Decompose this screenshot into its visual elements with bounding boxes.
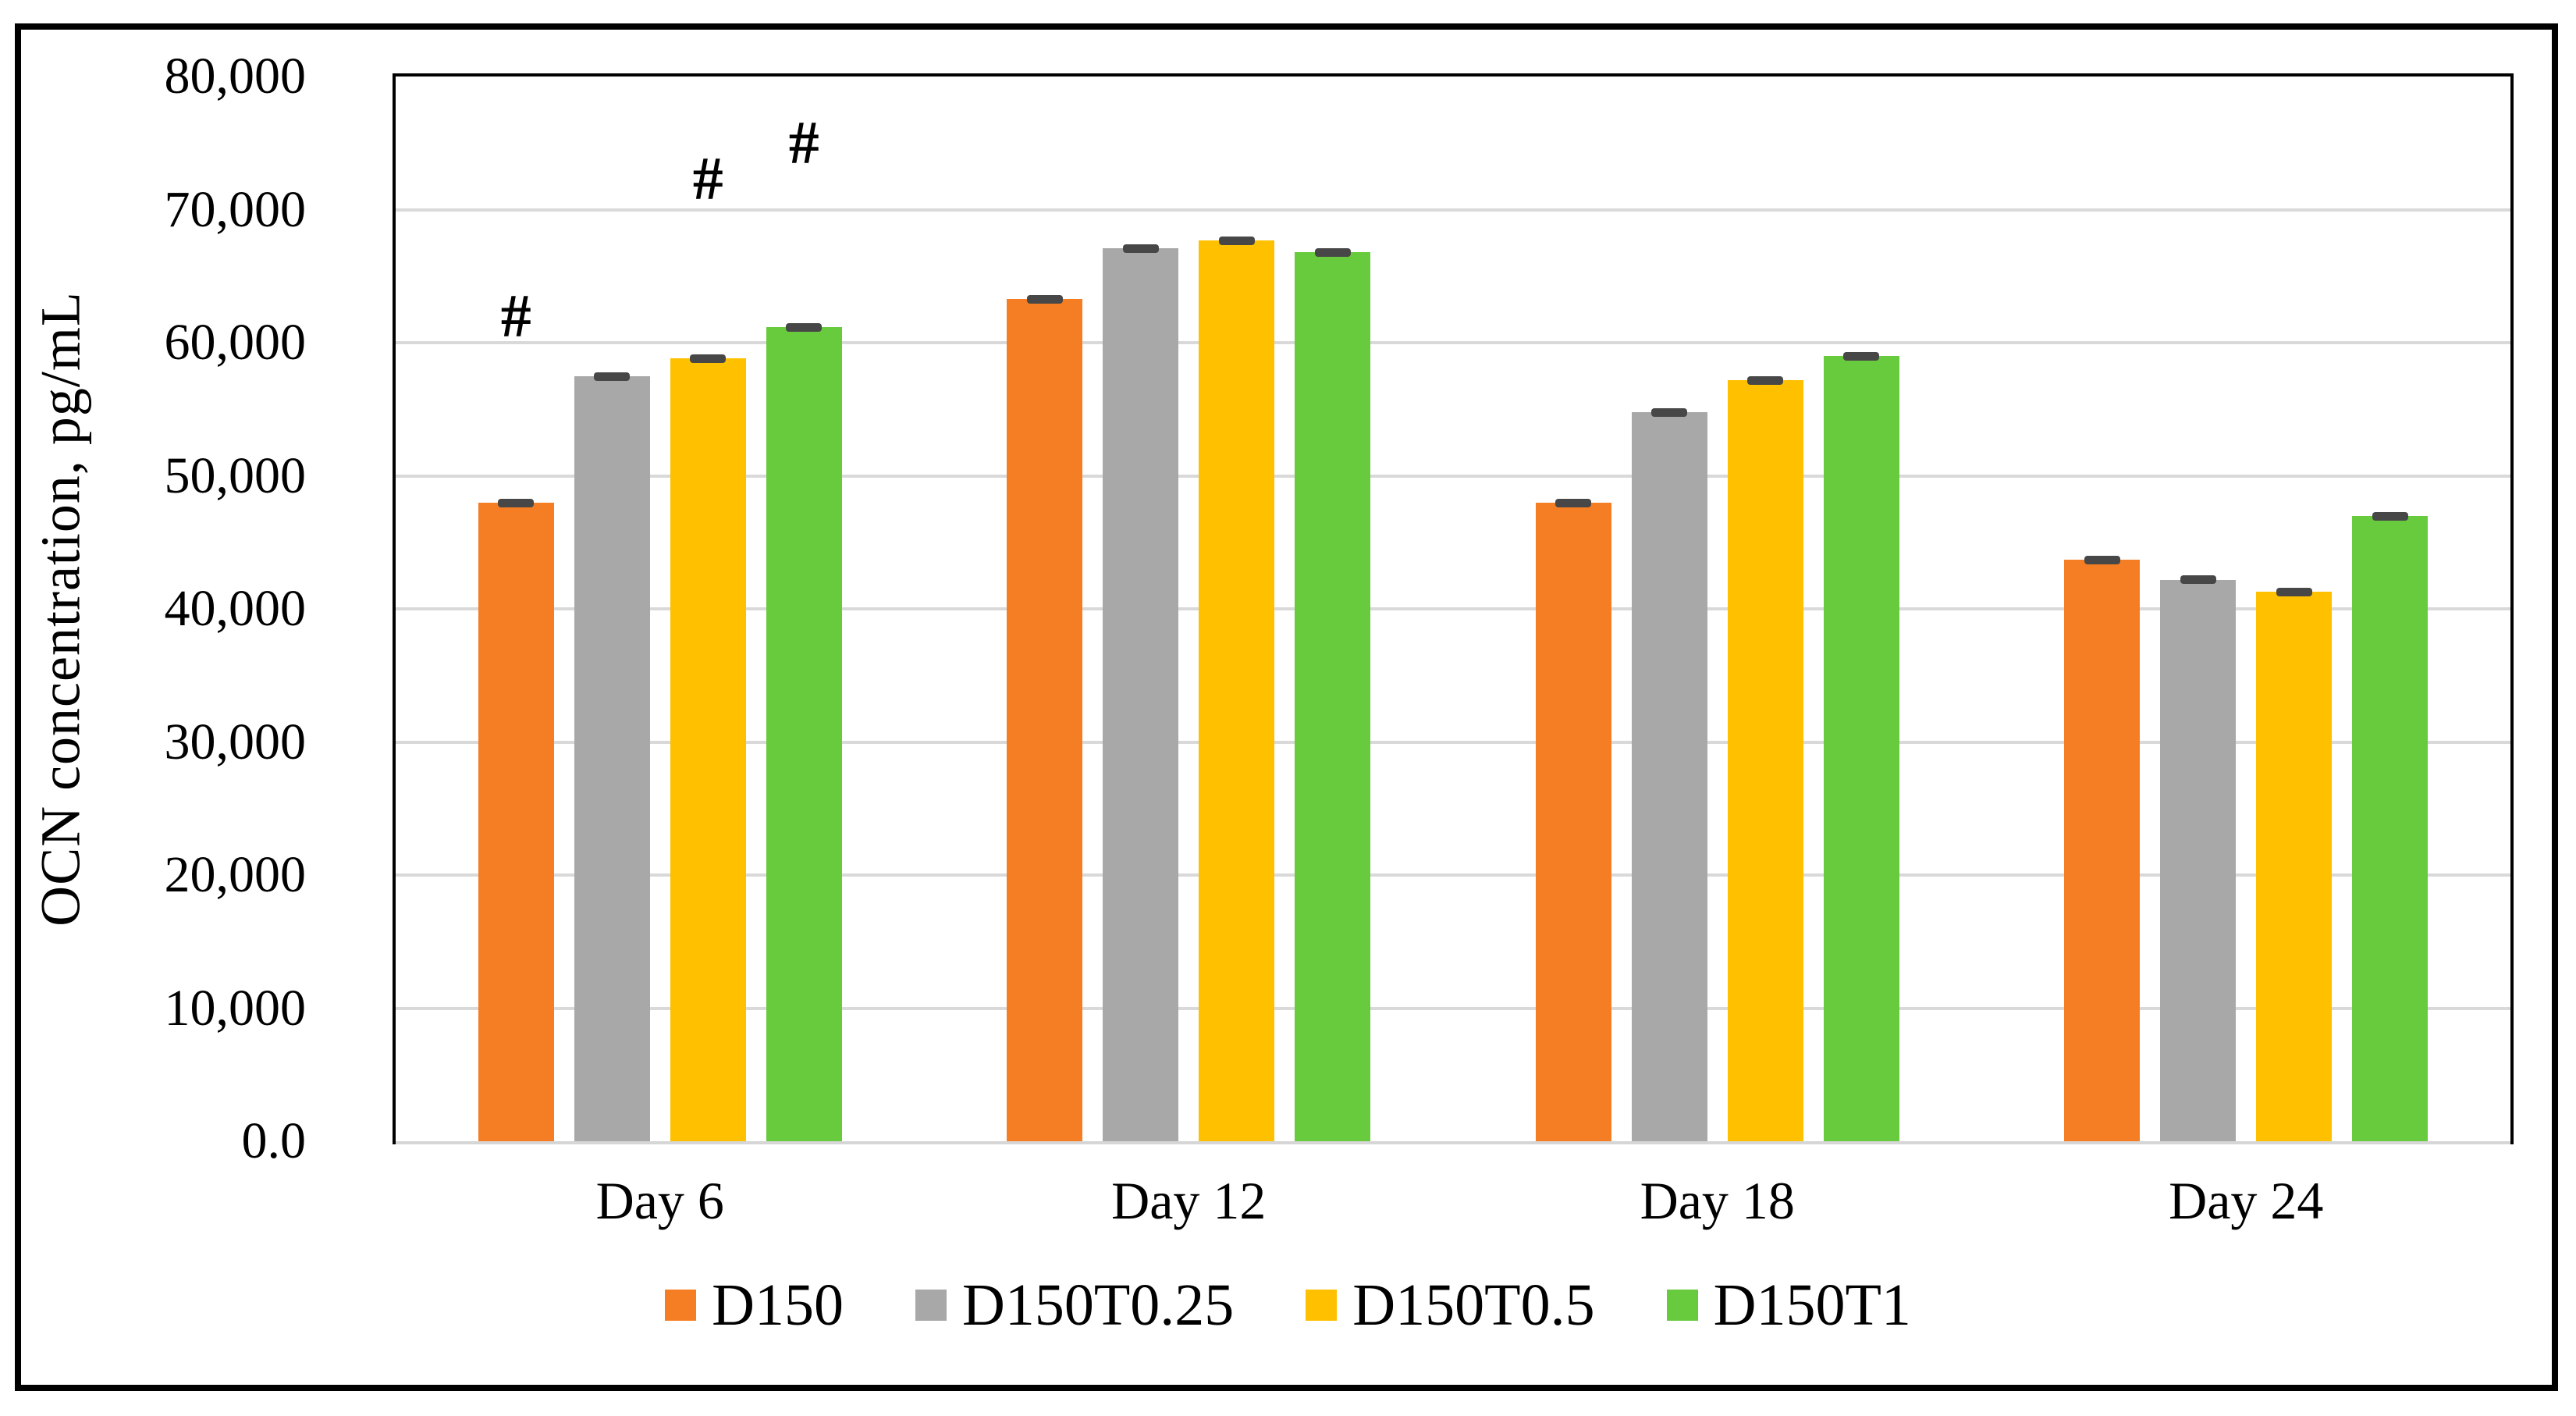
- legend-item-d150t0.25: D150T0.25: [915, 1274, 1234, 1336]
- error-bar-cap: [1314, 248, 1351, 258]
- error-bar-cap: [690, 354, 727, 364]
- error-bar-cap: [1122, 244, 1159, 253]
- y-tick-label: 50,000: [164, 447, 307, 504]
- gridline: [396, 474, 2510, 478]
- significance-marker: #: [788, 109, 819, 177]
- x-axis-label-day-18: Day 18: [1640, 1171, 1795, 1230]
- bar-D150T0.25-day-24: [2160, 579, 2237, 1141]
- bar-D150T0.25-day-12: [1103, 247, 1179, 1141]
- bar-D150T0.5-day-24: [2256, 591, 2333, 1141]
- error-bar-cap: [1555, 498, 1592, 507]
- x-axis-line: [396, 1141, 2510, 1144]
- y-tick-label: 0.0: [241, 1112, 307, 1169]
- bar-D150-day-18: [1535, 502, 1611, 1141]
- y-axis-line: [393, 73, 396, 1144]
- legend-label: D150T0.25: [961, 1272, 1235, 1338]
- bar-D150T0.25-day-6: [574, 375, 650, 1141]
- legend-swatch-icon: [915, 1290, 947, 1321]
- significance-marker: #: [500, 281, 531, 350]
- significance-marker: #: [692, 144, 723, 213]
- error-bar-cap: [1843, 352, 1880, 361]
- error-bar-cap: [1651, 407, 1688, 417]
- x-axis-label-day-6: Day 6: [595, 1171, 724, 1230]
- bar-D150-day-6: [478, 502, 554, 1141]
- error-bar-cap: [786, 322, 823, 332]
- y-tick-label: 10,000: [164, 979, 307, 1037]
- error-bar-cap: [594, 372, 631, 381]
- plot-border-top: [396, 73, 2510, 76]
- legend-swatch-icon: [665, 1290, 697, 1321]
- error-bar-cap: [2084, 555, 2120, 564]
- gridline: [396, 341, 2510, 344]
- y-tick-label: 70,000: [164, 180, 307, 238]
- legend-label: D150: [712, 1272, 844, 1338]
- plot-border-right: [2510, 73, 2514, 1144]
- gridline: [396, 607, 2510, 610]
- legend-item-d150t1: D150T1: [1666, 1272, 1911, 1338]
- y-tick-label: 80,000: [164, 48, 307, 105]
- bar-D150-day-24: [2064, 559, 2141, 1141]
- error-bar-cap: [1026, 294, 1063, 304]
- bar-D150T1-day-6: [766, 326, 842, 1141]
- gridline: [396, 208, 2510, 212]
- legend-label: D150T0.5: [1352, 1272, 1595, 1338]
- legend-swatch-icon: [1666, 1290, 1698, 1321]
- error-bar-cap: [2276, 587, 2312, 596]
- bar-D150T1-day-18: [1823, 356, 1899, 1141]
- error-bar-cap: [2180, 575, 2216, 585]
- error-bar-cap: [1747, 375, 1784, 385]
- y-tick-label: 20,000: [164, 846, 307, 903]
- bar-D150-day-12: [1007, 298, 1083, 1141]
- bar-D150T1-day-12: [1295, 252, 1371, 1141]
- legend-item-d150: D150: [665, 1274, 844, 1336]
- y-tick-label: 30,000: [164, 713, 307, 770]
- gridline: [396, 873, 2510, 877]
- error-bar-cap: [1218, 236, 1255, 245]
- legend: D150 D150T0.25 D150T0.5 D150T1: [0, 1274, 2576, 1336]
- y-tick-label: 60,000: [164, 314, 307, 371]
- gridline: [396, 1006, 2510, 1010]
- error-bar-cap: [498, 498, 535, 507]
- plot-area: # # #: [393, 73, 2514, 1144]
- legend-item-d150t0.5: D150T0.5: [1306, 1272, 1595, 1338]
- gridline: [396, 740, 2510, 744]
- bar-D150T0.5-day-18: [1727, 379, 1803, 1141]
- x-axis-label-day-24: Day 24: [2169, 1171, 2324, 1230]
- legend-label: D150T1: [1713, 1272, 1911, 1338]
- error-bar-cap: [2372, 511, 2408, 521]
- bar-D150T0.25-day-18: [1631, 411, 1707, 1141]
- legend-swatch-icon: [1306, 1290, 1338, 1321]
- y-tick-label: 40,000: [164, 580, 307, 637]
- bar-D150T0.5-day-12: [1199, 240, 1275, 1141]
- bar-D150T1-day-24: [2352, 515, 2429, 1141]
- bar-D150T0.5-day-6: [670, 358, 746, 1141]
- x-axis-label-day-12: Day 12: [1111, 1171, 1267, 1230]
